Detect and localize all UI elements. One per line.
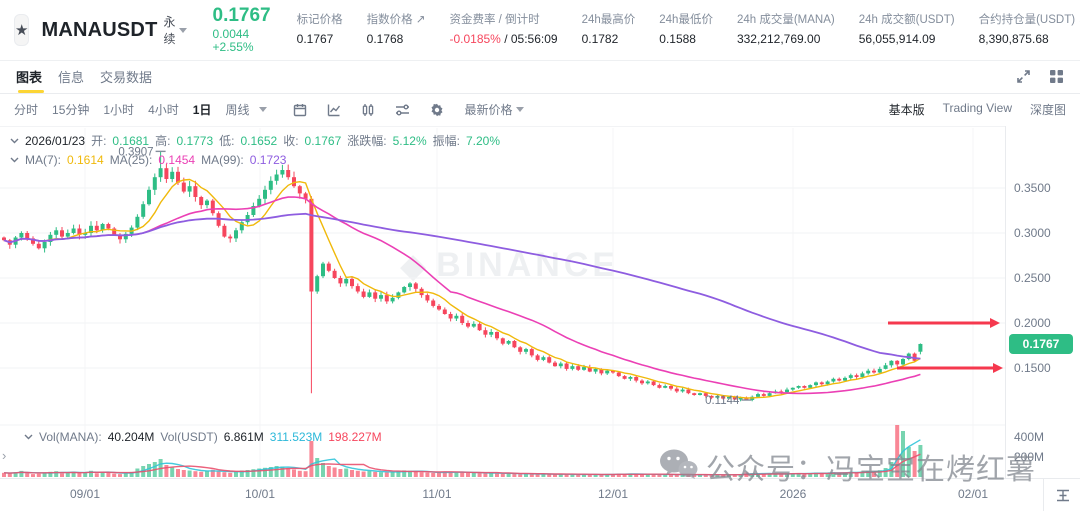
view-mode-深度图[interactable]: 深度图 — [1029, 103, 1066, 117]
toolbar-icons — [293, 103, 444, 117]
stat-合约持仓量(USDT) ↗: 合约持仓量(USDT) ↗ 8,390,875.68 — [978, 14, 1080, 46]
panel-expand-chevron[interactable]: › — [2, 448, 7, 463]
line-chart-icon[interactable] — [327, 103, 341, 117]
tab-bar-icons — [1016, 69, 1064, 84]
chevron-down-icon — [516, 107, 525, 112]
calendar-icon[interactable] — [293, 103, 307, 117]
price-block: 0.1767 0.0044 +2.55% — [213, 5, 271, 55]
chart-toolbar: 分时 15分钟 1小时 4小时 1日 周线 最新价格 基本版 Trading View 深度图 — [0, 93, 1080, 127]
collapse-chevron-icon[interactable] — [10, 138, 19, 144]
fullscreen-expand-icon[interactable] — [1016, 69, 1031, 84]
time-tick-09/01: 09/01 — [69, 487, 101, 501]
price-tick: 0.3000 — [1014, 226, 1051, 240]
scale-adjust-icon[interactable] — [1043, 479, 1080, 511]
ohlc-legend: 2026/01/23 开: 0.1681 高: 0.1773 低: 0.1652 收:… — [10, 132, 500, 149]
stat-24h最低价: 24h最低价 0.1588 — [659, 14, 713, 46]
price-tick: 0.3500 — [1014, 181, 1051, 195]
volume-tick: 400M — [1014, 430, 1045, 444]
price-tick: 0.1500 — [1014, 361, 1051, 375]
time-tick-02/01: 02/01 — [957, 487, 989, 501]
interval-15分钟[interactable]: 15分钟 — [52, 103, 90, 117]
svg-text:0.1144: 0.1144 — [705, 395, 740, 407]
price-tick: 0.2500 — [1014, 271, 1051, 285]
time-tick-12/01: 12/01 — [597, 487, 629, 501]
interval-dropdown-icon[interactable] — [259, 107, 268, 112]
binance-logo-icon: ◆ — [400, 246, 427, 285]
stat-24h 成交额(USDT): 24h 成交额(USDT) 56,055,914.09 — [858, 14, 955, 46]
price-mode-dropdown[interactable]: 最新价格 — [464, 101, 525, 118]
stat-资金费率 / 倒计时: 资金费率 / 倒计时 -0.0185% / 05:56:09 — [449, 14, 558, 46]
settings-gear-icon[interactable] — [430, 103, 444, 117]
price-change: 0.0044 +2.55% — [212, 26, 254, 55]
interval-selector: 分时 15分钟 1小时 4小时 1日 周线 — [0, 101, 249, 118]
view-mode-Trading View[interactable]: Trading View — [942, 101, 1012, 115]
tab-交易数据[interactable]: 交易数据 — [100, 70, 153, 85]
contract-type-label: 永续 — [163, 15, 176, 46]
time-tick-10/01: 10/01 — [244, 487, 276, 501]
ma-legend: MA(7): 0.1614 MA(25): 0.1454 MA(99): 0.1723 — [10, 153, 286, 167]
ticker-stats: 标记价格 0.1767 指数价格 ↗ 0.1768 资金费率 / 倒计时 -0.0185%… — [297, 12, 1080, 47]
stat-指数价格 ↗: 指数价格 ↗ 0.1768 — [366, 14, 426, 46]
tab-图表[interactable]: 图表 — [16, 60, 45, 93]
interval-周线[interactable]: 周线 — [225, 103, 250, 117]
binance-watermark: ◆ BINANCE — [400, 246, 620, 285]
indicator-settings-icon[interactable] — [395, 103, 410, 117]
candlestick-icon[interactable] — [361, 103, 375, 117]
chevron-down-icon — [178, 27, 187, 33]
interval-1日[interactable]: 1日 — [192, 103, 212, 117]
header: ★ MANAUSDT 永续 0.1767 0.0044 +2.55% 标记价格 0… — [0, 0, 1080, 61]
price-mode-label: 最新价格 — [464, 103, 513, 117]
interval-4小时[interactable]: 4小时 — [148, 103, 179, 117]
interval-1小时[interactable]: 1小时 — [103, 103, 135, 117]
last-price-badge: 0.1767 — [1009, 333, 1073, 354]
symbol-title: MANAUSDT — [41, 18, 158, 41]
time-tick-11/01: 11/01 — [422, 487, 452, 501]
star-icon: ★ — [15, 22, 29, 39]
time-axis[interactable]: 09/01 10/01 11/01 12/01 2026 02/01 — [0, 478, 1080, 511]
layout-grid-icon[interactable] — [1049, 69, 1064, 84]
price-tick: 0.2000 — [1014, 316, 1051, 330]
interval-分时[interactable]: 分时 — [14, 103, 39, 117]
stat-24h最高价: 24h最高价 0.1782 — [581, 14, 636, 46]
collapse-chevron-icon[interactable] — [10, 157, 19, 163]
tab-信息[interactable]: 信息 — [58, 70, 85, 85]
volume-tick: 200M — [1014, 450, 1045, 464]
chart-view-modes: 基本版 Trading View 深度图 — [889, 101, 1066, 118]
tab-bar: 图表 信息 交易数据 — [0, 60, 1080, 94]
view-mode-基本版[interactable]: 基本版 — [888, 103, 925, 117]
stat-标记价格: 标记价格 0.1767 — [296, 14, 343, 46]
stat-24h 成交量(MANA): 24h 成交量(MANA) 332,212,769.00 — [736, 14, 835, 46]
price-axis[interactable]: 0.3500 0.3000 0.2500 0.2000 0.1500 400M 200M 0.… — [1005, 126, 1080, 478]
last-price: 0.1767 — [212, 4, 271, 26]
favorite-star-button[interactable]: ★ — [14, 14, 30, 46]
contract-type-dropdown[interactable]: 永续 — [164, 13, 187, 47]
tabs: 图表 信息 交易数据 — [0, 60, 152, 93]
collapse-chevron-icon[interactable] — [24, 434, 33, 440]
time-tick-2026: 2026 — [779, 487, 807, 501]
volume-legend: Vol(MANA): 40.204M Vol(USDT) 6.861M 311.52… — [24, 430, 382, 444]
